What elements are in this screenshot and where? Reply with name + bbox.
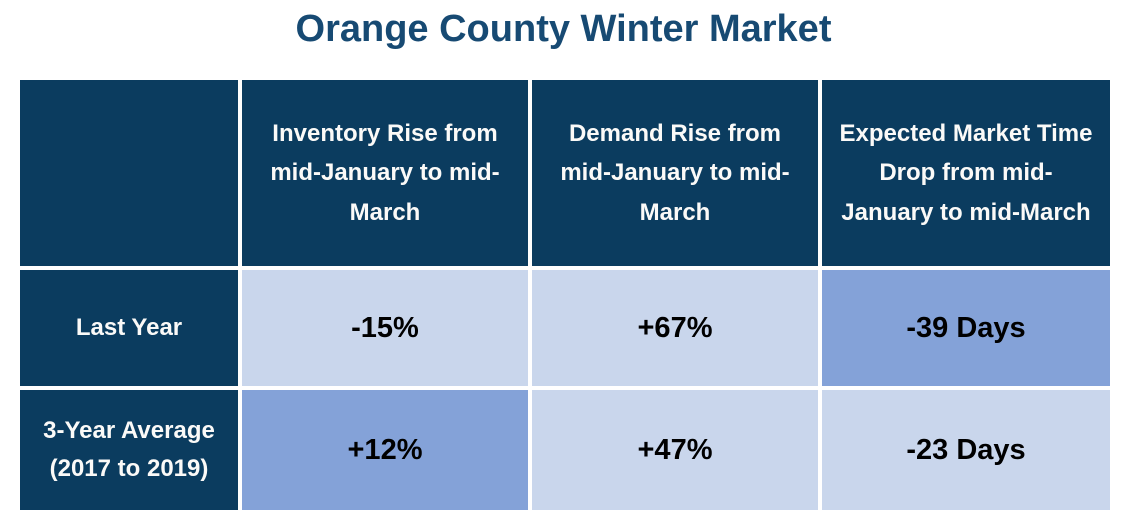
cell-last-year-demand-rise: +67% (532, 270, 818, 386)
cell-last-year-inventory-rise: -15% (242, 270, 528, 386)
market-table: Inventory Rise from mid-January to mid-M… (20, 80, 1110, 510)
header-corner-cell (20, 80, 238, 266)
header-inventory-rise: Inventory Rise from mid-January to mid-M… (242, 80, 528, 266)
row-label-last-year: Last Year (20, 270, 238, 386)
row-label-3-year-average: 3-Year Average (2017 to 2019) (20, 390, 238, 510)
header-expected-market-time-drop: Expected Market Time Drop from mid-Janua… (822, 80, 1110, 266)
cell-3yr-avg-inventory-rise: +12% (242, 390, 528, 510)
cell-last-year-market-time-drop: -39 Days (822, 270, 1110, 386)
page-title: Orange County Winter Market (295, 8, 832, 50)
cell-3yr-avg-market-time-drop: -23 Days (822, 390, 1110, 510)
cell-3yr-avg-demand-rise: +47% (532, 390, 818, 510)
header-demand-rise: Demand Rise from mid-January to mid-Marc… (532, 80, 818, 266)
